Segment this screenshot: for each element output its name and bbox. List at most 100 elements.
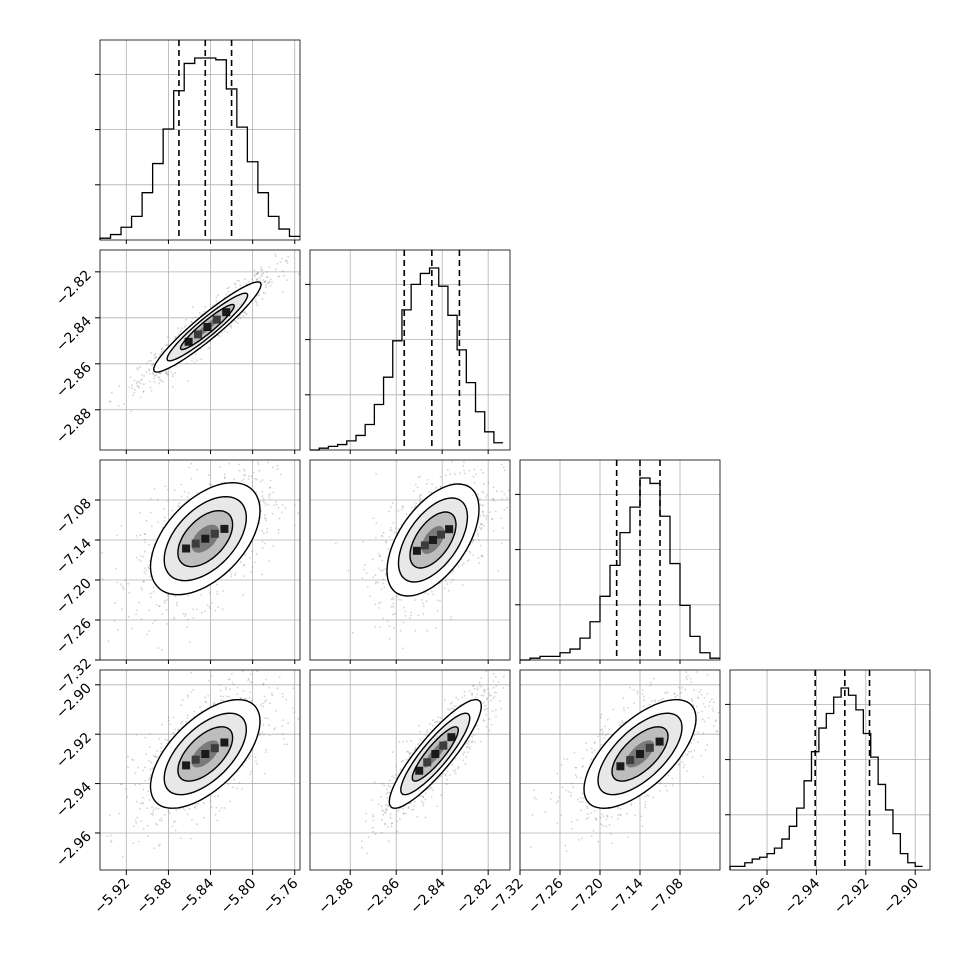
scatter-point (148, 544, 150, 546)
scatter-point (277, 263, 279, 265)
scatter-point (136, 385, 138, 387)
density-cell (182, 761, 190, 769)
scatter-point (464, 691, 466, 693)
scatter-point (211, 675, 213, 677)
density-cell (220, 739, 228, 747)
scatter-point (249, 692, 251, 694)
scatter-point (237, 318, 239, 320)
scatter-point (572, 786, 574, 788)
scatter-point (361, 847, 363, 849)
scatter-point (493, 486, 495, 488)
scatter-point (298, 273, 300, 275)
scatter-point (480, 528, 482, 530)
scatter-point (685, 671, 687, 673)
scatter-point (251, 682, 253, 684)
scatter-point (256, 305, 258, 307)
scatter-point (216, 584, 218, 586)
scatter-point (363, 569, 365, 571)
scatter-point (335, 543, 337, 545)
scatter-point (277, 468, 279, 470)
scatter-panel (310, 427, 529, 660)
scatter-point (430, 492, 432, 494)
scatter-point (167, 739, 169, 741)
scatter-point (463, 470, 465, 472)
scatter-point (160, 747, 162, 749)
scatter-point (434, 721, 436, 723)
scatter-point (140, 560, 142, 562)
scatter-point (261, 454, 263, 456)
scatter-point (203, 311, 205, 313)
scatter-panel (520, 641, 766, 870)
scatter-point (486, 726, 488, 728)
scatter-point (285, 648, 287, 650)
scatter-point (139, 512, 141, 514)
scatter-point (196, 360, 198, 362)
scatter-point (217, 591, 219, 593)
scatter-point (187, 813, 189, 815)
scatter-point (219, 335, 221, 337)
scatter-point (413, 809, 415, 811)
scatter-point (380, 796, 382, 798)
density-cell (220, 525, 228, 533)
scatter-point (361, 840, 363, 842)
scatter-point (476, 530, 478, 532)
scatter-point (128, 871, 130, 873)
scatter-point (440, 794, 442, 796)
scatter-point (272, 694, 274, 696)
scatter-point (137, 767, 139, 769)
scatter-point (406, 759, 408, 761)
scatter-point (495, 692, 497, 694)
scatter-point (417, 615, 419, 617)
scatter-point (229, 571, 231, 573)
scatter-point (262, 706, 264, 708)
scatter-point (184, 615, 186, 617)
scatter-point (431, 591, 433, 593)
scatter-point (150, 813, 152, 815)
scatter-point (150, 512, 152, 514)
scatter-point (266, 531, 268, 533)
scatter-point (143, 571, 145, 573)
scatter-point (527, 505, 529, 507)
scatter-point (161, 351, 163, 353)
scatter-point (168, 811, 170, 813)
scatter-point (203, 817, 205, 819)
scatter-point (184, 491, 186, 493)
scatter-point (117, 629, 119, 631)
scatter-point (391, 825, 393, 827)
scatter-point (281, 725, 283, 727)
scatter-point (282, 696, 284, 698)
scatter-point (178, 327, 180, 329)
scatter-point (445, 474, 447, 476)
scatter-point (414, 599, 416, 601)
scatter-point (492, 498, 494, 500)
scatter-point (136, 557, 138, 559)
scatter-point (215, 300, 217, 302)
scatter-point (271, 281, 273, 283)
scatter-point (254, 270, 256, 272)
scatter-point (173, 617, 175, 619)
scatter-point (228, 679, 230, 681)
density-cell (201, 750, 209, 758)
scatter-point (372, 816, 374, 818)
scatter-point (274, 253, 276, 255)
scatter-point (184, 326, 186, 328)
scatter-point (496, 490, 498, 492)
scatter-point (261, 530, 263, 532)
scatter-point (472, 740, 474, 742)
histogram-panel (725, 670, 930, 870)
scatter-point (468, 559, 470, 561)
scatter-point (229, 688, 231, 690)
scatter-point (219, 684, 221, 686)
scatter-point (397, 810, 399, 812)
density-cell (192, 756, 200, 764)
scatter-point (394, 532, 396, 534)
scatter-point (185, 613, 187, 615)
scatter-point (263, 683, 265, 685)
density-cell (439, 742, 447, 750)
scatter-point (121, 608, 123, 610)
scatter-point (262, 703, 264, 705)
scatter-point (261, 574, 263, 576)
scatter-point (637, 691, 639, 693)
scatter-point (287, 256, 289, 258)
scatter-point (273, 545, 275, 547)
